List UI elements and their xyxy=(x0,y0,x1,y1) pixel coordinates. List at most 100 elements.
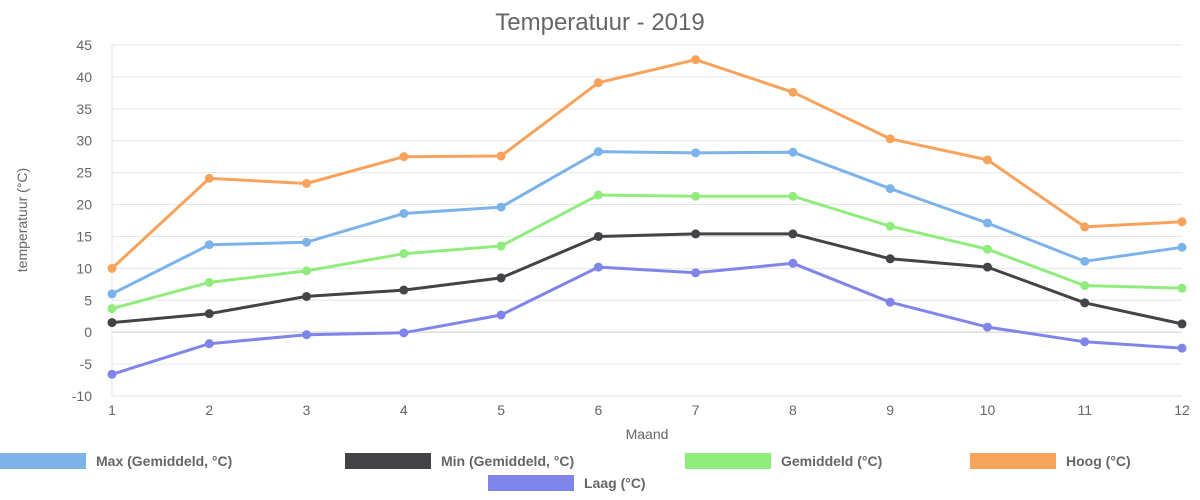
series-line xyxy=(110,150,1184,296)
x-axis-ticks: 1 2 3 4 5 6 7 8 9 10 11 12 xyxy=(108,402,1190,418)
x-tick-label: 9 xyxy=(886,402,894,418)
data-point[interactable] xyxy=(204,309,214,319)
data-point[interactable] xyxy=(1080,298,1090,308)
data-point[interactable] xyxy=(302,237,312,247)
data-point[interactable] xyxy=(302,266,312,276)
data-point[interactable] xyxy=(691,191,701,201)
data-point[interactable] xyxy=(1080,337,1090,347)
data-point[interactable] xyxy=(788,147,798,157)
x-tick-label: 10 xyxy=(980,402,996,418)
data-point[interactable] xyxy=(496,273,506,283)
data-point[interactable] xyxy=(107,263,117,273)
x-tick-label: 7 xyxy=(692,402,700,418)
y-axis-label: temperatuur (°C) xyxy=(14,168,30,272)
data-point[interactable] xyxy=(1080,256,1090,266)
data-point[interactable] xyxy=(885,297,895,307)
series-group xyxy=(107,55,1187,379)
data-point[interactable] xyxy=(1177,343,1187,353)
data-point[interactable] xyxy=(788,258,798,268)
data-point[interactable] xyxy=(593,262,603,272)
data-point[interactable] xyxy=(107,369,117,379)
data-point[interactable] xyxy=(691,268,701,278)
data-point[interactable] xyxy=(885,254,895,264)
y-tick-label: 15 xyxy=(76,228,92,244)
legend-label: Hoog (°C) xyxy=(1066,453,1131,469)
data-point[interactable] xyxy=(982,322,992,332)
legend-item[interactable]: Gemiddeld (°C) xyxy=(685,453,882,469)
data-point[interactable] xyxy=(204,240,214,250)
y-axis-ticks: -10 -5 0 5 10 15 20 25 30 35 40 45 xyxy=(72,37,92,404)
data-point[interactable] xyxy=(496,310,506,320)
data-point[interactable] xyxy=(399,208,409,218)
legend-item[interactable]: Max (Gemiddeld, °C) xyxy=(0,453,232,469)
data-point[interactable] xyxy=(691,55,701,65)
y-tick-label: 35 xyxy=(76,101,92,117)
data-point[interactable] xyxy=(1177,242,1187,252)
data-point[interactable] xyxy=(788,229,798,239)
data-point[interactable] xyxy=(691,148,701,158)
legend-swatch xyxy=(685,453,771,469)
data-point[interactable] xyxy=(302,178,312,188)
y-tick-label: 45 xyxy=(76,37,92,53)
data-point[interactable] xyxy=(302,330,312,340)
y-tick-label: 30 xyxy=(76,133,92,149)
y-tick-label: 10 xyxy=(76,260,92,276)
data-point[interactable] xyxy=(496,202,506,212)
x-tick-label: 6 xyxy=(594,402,602,418)
series-5 xyxy=(107,258,1187,379)
data-point[interactable] xyxy=(107,304,117,314)
series-1 xyxy=(107,147,1187,299)
data-point[interactable] xyxy=(982,262,992,272)
legend-item[interactable]: Min (Gemiddeld, °C) xyxy=(345,453,574,469)
series-line xyxy=(110,193,1184,311)
data-point[interactable] xyxy=(399,328,409,338)
legend-label: Max (Gemiddeld, °C) xyxy=(96,453,232,469)
data-point[interactable] xyxy=(593,78,603,88)
data-point[interactable] xyxy=(691,229,701,239)
data-point[interactable] xyxy=(1177,217,1187,227)
data-point[interactable] xyxy=(496,151,506,161)
data-point[interactable] xyxy=(1080,281,1090,291)
data-point[interactable] xyxy=(788,87,798,97)
legend-label: Laag (°C) xyxy=(584,475,646,491)
data-point[interactable] xyxy=(788,191,798,201)
data-point[interactable] xyxy=(204,173,214,183)
data-point[interactable] xyxy=(399,249,409,259)
data-point[interactable] xyxy=(107,289,117,299)
legend-swatch xyxy=(488,475,574,491)
data-point[interactable] xyxy=(593,231,603,241)
y-tick-label: -5 xyxy=(80,356,93,372)
data-point[interactable] xyxy=(107,318,117,328)
data-point[interactable] xyxy=(204,277,214,287)
data-point[interactable] xyxy=(982,155,992,165)
legend-item[interactable]: Hoog (°C) xyxy=(970,453,1131,469)
data-point[interactable] xyxy=(885,184,895,194)
data-point[interactable] xyxy=(399,152,409,162)
data-point[interactable] xyxy=(204,339,214,349)
data-point[interactable] xyxy=(399,285,409,295)
data-point[interactable] xyxy=(1080,222,1090,232)
data-point[interactable] xyxy=(982,218,992,228)
data-point[interactable] xyxy=(593,190,603,200)
data-point[interactable] xyxy=(1177,319,1187,329)
data-point[interactable] xyxy=(593,147,603,157)
x-axis-label: Maand xyxy=(626,426,669,442)
series-line xyxy=(110,232,1184,326)
legend-item[interactable]: Laag (°C) xyxy=(488,475,646,491)
data-point[interactable] xyxy=(1177,283,1187,293)
y-tick-label: 40 xyxy=(76,69,92,85)
y-tick-label: -10 xyxy=(72,388,92,404)
legend-swatch xyxy=(0,453,86,469)
data-point[interactable] xyxy=(982,244,992,254)
y-tick-label: 25 xyxy=(76,165,92,181)
legend-label: Min (Gemiddeld, °C) xyxy=(441,453,574,469)
data-point[interactable] xyxy=(885,134,895,144)
y-tick-label: 20 xyxy=(76,197,92,213)
data-point[interactable] xyxy=(885,221,895,231)
series-2 xyxy=(107,229,1187,329)
series-line xyxy=(110,261,1184,376)
data-point[interactable] xyxy=(496,241,506,251)
data-point[interactable] xyxy=(302,291,312,301)
chart-title: Temperatuur - 2019 xyxy=(495,9,704,36)
